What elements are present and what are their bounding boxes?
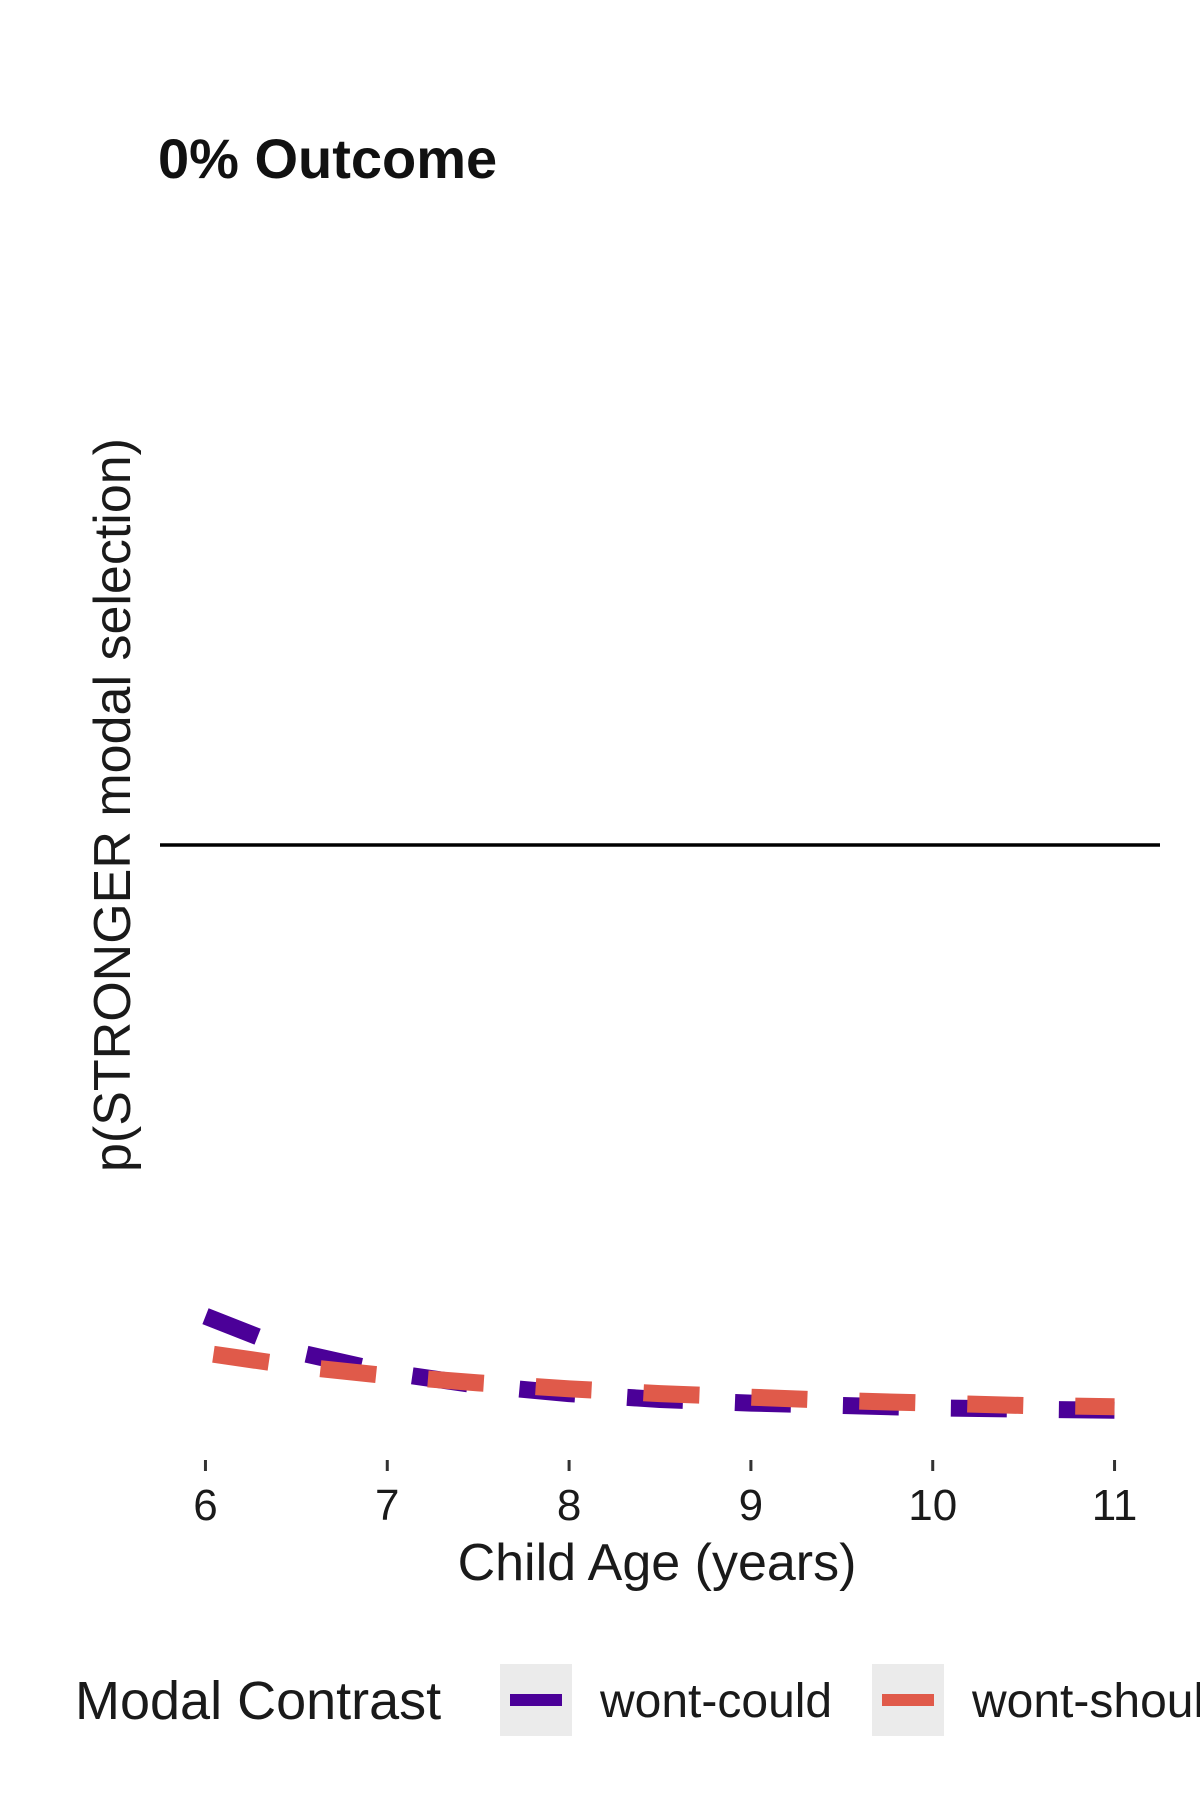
x-tick-label-6: 6 <box>193 1481 217 1530</box>
chart-title: 0% Outcome <box>158 127 497 190</box>
x-tick-label-8: 8 <box>557 1481 581 1530</box>
y-axis-title: p(STRONGER modal selection) <box>84 438 142 1172</box>
legend: Modal Contrast wont-could wont-should <box>75 1664 1200 1736</box>
x-tick-label-7: 7 <box>375 1481 399 1530</box>
x-tick-label-11: 11 <box>1092 1481 1138 1530</box>
legend-label-wont-could: wont-could <box>599 1675 832 1728</box>
x-axis: 6 7 8 9 10 11 <box>193 1460 1137 1530</box>
x-tick-label-10: 10 <box>908 1481 957 1530</box>
plot-area <box>160 843 1160 1419</box>
legend-label-wont-should: wont-should <box>971 1675 1200 1728</box>
series-line-wont-should <box>204 1344 1115 1416</box>
legend-title: Modal Contrast <box>75 1671 441 1731</box>
x-axis-title: Child Age (years) <box>458 1534 857 1592</box>
x-tick-label-9: 9 <box>739 1481 763 1530</box>
